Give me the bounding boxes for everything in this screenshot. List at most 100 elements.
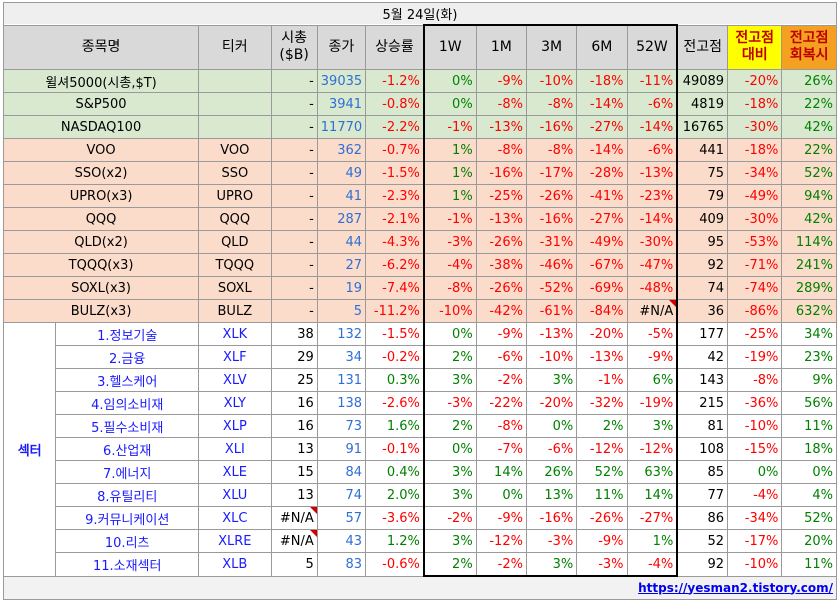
cell-name: 6.산업재 <box>55 437 200 461</box>
cell-m6: -3% <box>576 552 628 577</box>
cell-name: BULZ(x3) <box>2 299 200 323</box>
cell-m1: -6% <box>475 345 527 369</box>
cell-m6: -13% <box>576 345 628 369</box>
cell-chg: -2.1% <box>365 207 425 231</box>
cell-name: QLD(x2) <box>2 230 200 254</box>
cell-w1: 0% <box>422 437 477 461</box>
cell-m1: -8% <box>475 414 527 438</box>
cell-w52: -30% <box>626 230 679 254</box>
cell-cap: - <box>270 207 318 231</box>
cell-ticker: XLRE <box>198 529 272 553</box>
cell-recover: 22% <box>781 138 837 162</box>
cell-name: 9.커뮤니케이션 <box>55 506 200 530</box>
cell-close: 27 <box>316 253 367 277</box>
cell-recover: 289% <box>781 276 837 300</box>
table-row: UPRO(x3) UPRO -41 -2.3% 1% -25% -26% -41% -23% 79… <box>2 184 837 208</box>
cell-vs_peak: -53% <box>727 230 783 254</box>
cell-w1: 2% <box>422 552 477 577</box>
cell-cap: - <box>270 253 318 277</box>
cell-name: S&P500 <box>2 92 200 116</box>
table-row: SSO(x2) SSO -49 -1.5% 1% -16% -17% -28% -13% 75 -3… <box>2 161 837 185</box>
cell-name: SSO(x2) <box>2 161 200 185</box>
sector-label: 섹터 <box>2 322 57 577</box>
table-row: 4.임의소비재 XLY 16 138 -2.6% -3% -22% -20% -32% -19% 2… <box>4 391 837 415</box>
header-recover-text: 전고점 회복시 <box>789 30 829 64</box>
table-row: 6.산업재 XLI 13 91 -0.1% 0% -7% -6% -12% -12% 108 -15%… <box>4 437 837 461</box>
cell-w52: -48% <box>626 276 679 300</box>
cell-w52: -13% <box>626 161 679 185</box>
cell-recover: 42% <box>781 115 837 139</box>
cell-m1: 14% <box>475 460 527 484</box>
cell-m3: -10% <box>525 69 578 93</box>
cell-cap: 29 <box>270 345 318 369</box>
blog-link[interactable]: https://yesman2.tistory.com/ <box>638 580 833 595</box>
cell-ticker: SOXL <box>198 276 272 300</box>
cell-m6: -27% <box>576 207 628 231</box>
cell-peak: 42 <box>676 345 729 369</box>
cell-vs_peak: -25% <box>727 322 783 346</box>
cell-vs_peak: -34% <box>727 506 783 530</box>
cell-close: 138 <box>316 391 367 415</box>
cell-close: 41 <box>316 184 367 208</box>
cell-name: QQQ <box>2 207 200 231</box>
cell-vs_peak: -4% <box>727 483 783 507</box>
cell-peak: 16765 <box>676 115 729 139</box>
cell-ticker: QLD <box>198 230 272 254</box>
cell-cap: 38 <box>270 322 318 346</box>
cell-peak: 108 <box>676 437 729 461</box>
cell-name: 4.임의소비재 <box>55 391 200 415</box>
table-row: 섹터 1.정보기술 XLK 38 132 -1.5% 0% -9% -13% -20% -5% 177… <box>2 322 837 577</box>
cell-w52: 1% <box>626 529 679 553</box>
cell-w1: 2% <box>422 414 477 438</box>
cell-ticker: XLF <box>198 345 272 369</box>
cell-name: NASDAQ100 <box>2 115 200 139</box>
cell-chg: -4.3% <box>365 230 425 254</box>
cell-w1: -10% <box>422 299 477 323</box>
cell-w52: -14% <box>626 207 679 231</box>
cell-w1: -2% <box>422 506 477 530</box>
cell-recover: 4% <box>781 483 837 507</box>
header-3m: 3M <box>525 24 578 70</box>
cell-w1: 3% <box>422 460 477 484</box>
table-row: 2.금융 XLF 29 34 -0.2% 2% -6% -10% -13% -9% 42 -19% 23… <box>4 345 837 369</box>
cell-w1: -3% <box>422 391 477 415</box>
cell-cap: 25 <box>270 368 318 392</box>
cell-close: 34 <box>316 345 367 369</box>
cell-vs_peak: -18% <box>727 92 783 116</box>
table-title: 5월 24일(화) <box>3 2 837 26</box>
cell-cap: 5 <box>270 552 318 577</box>
header-vs-peak-text: 전고점 대비 <box>735 30 775 64</box>
cell-peak: 52 <box>676 529 729 553</box>
cell-ticker: VOO <box>198 138 272 162</box>
cell-m3: -61% <box>525 299 578 323</box>
table-row: NASDAQ100 -11770 -2.2% -1% -13% -16% -27% -14% 1… <box>2 115 837 139</box>
cell-m1: -9% <box>475 322 527 346</box>
cell-chg: -0.2% <box>365 345 425 369</box>
cell-w1: -1% <box>422 207 477 231</box>
cell-m3: 0% <box>525 414 578 438</box>
cell-m3: -52% <box>525 276 578 300</box>
cell-name: 8.유틸리티 <box>55 483 200 507</box>
cell-peak: 92 <box>676 253 729 277</box>
cell-cap: 16 <box>270 391 318 415</box>
cell-close: 83 <box>316 552 367 577</box>
cell-m1: -22% <box>475 391 527 415</box>
cell-vs_peak: -34% <box>727 161 783 185</box>
cell-recover: 0% <box>781 460 837 484</box>
header-change: 상승률 <box>365 24 425 70</box>
table-body: 5월 24일(화) 종목명 티커 시총 ($B) 종가 상승률 1W 1M 3M… <box>2 2 837 600</box>
cell-close: 73 <box>316 414 367 438</box>
cell-chg: -0.8% <box>365 92 425 116</box>
cell-peak: 85 <box>676 460 729 484</box>
cell-chg: -0.1% <box>365 437 425 461</box>
cell-m6: -26% <box>576 506 628 530</box>
cell-m6: -27% <box>576 115 628 139</box>
cell-chg: -2.6% <box>365 391 425 415</box>
cell-cap: - <box>270 184 318 208</box>
cell-m1: -7% <box>475 437 527 461</box>
cell-name: 7.에너지 <box>55 460 200 484</box>
cell-recover: 26% <box>781 69 837 93</box>
cell-w52: -4% <box>626 552 679 577</box>
cell-m1: -2% <box>475 368 527 392</box>
cell-w52: -19% <box>626 391 679 415</box>
